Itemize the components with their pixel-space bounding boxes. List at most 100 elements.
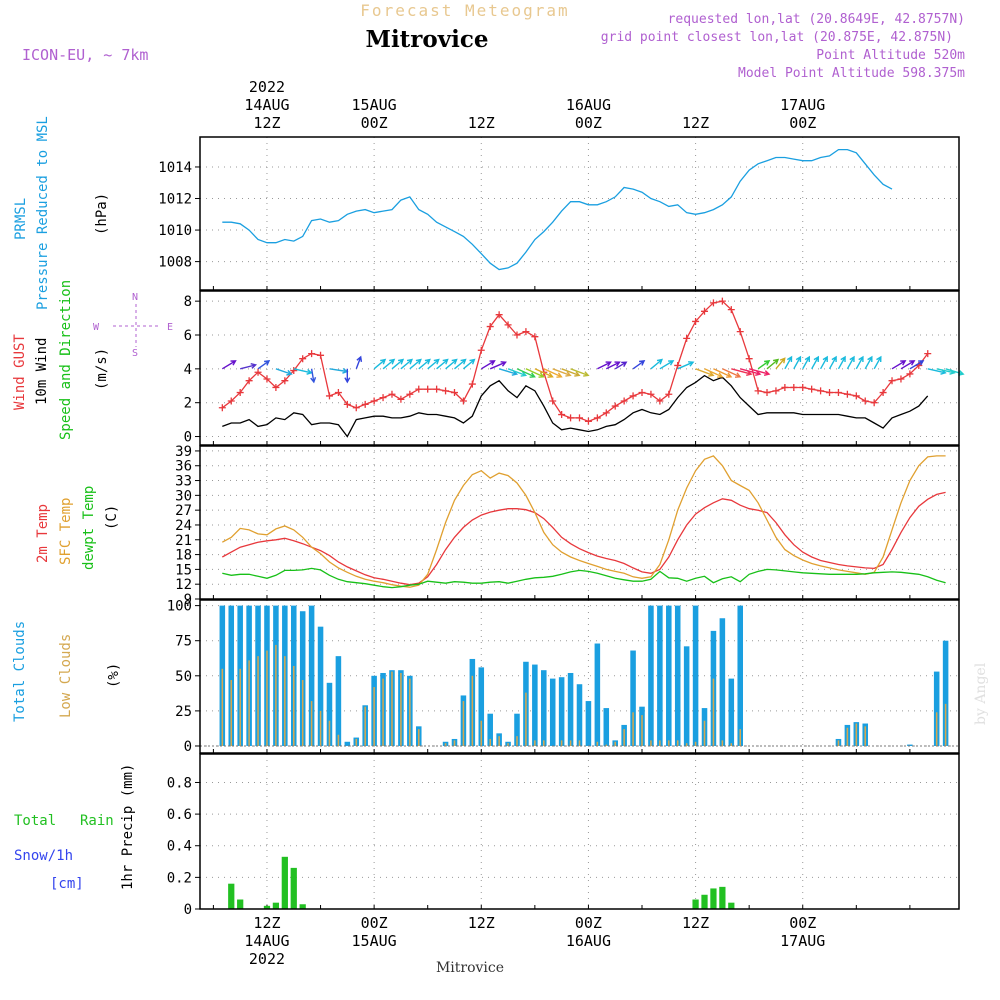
low-cloud-bar (373, 687, 375, 746)
low-cloud-bar (739, 729, 741, 746)
gust-marker (870, 399, 878, 407)
wind-direction-arrow (525, 368, 545, 378)
gust-marker (772, 387, 780, 395)
gust-marker (299, 355, 307, 363)
total-cloud-bar (567, 672, 574, 746)
wind-direction-arrow (561, 368, 581, 377)
gust-marker (701, 307, 709, 315)
panels: 1008101010121014024689121518212427303336… (158, 136, 965, 918)
gust-marker (504, 321, 512, 329)
gust-marker (888, 377, 896, 385)
wind-plot-area (200, 291, 959, 445)
total-cloud-bar (942, 640, 949, 746)
wind-direction-arrow (749, 368, 771, 376)
gust-marker (317, 351, 325, 359)
gust-marker (442, 387, 450, 395)
compass-n: N (132, 292, 138, 303)
total-cloud-bar (907, 744, 913, 746)
wind-direction-arrow (400, 358, 414, 370)
location-title: Mitrovice (365, 26, 488, 53)
wind-direction-arrow (257, 360, 271, 370)
low-cloud-bar (319, 710, 322, 746)
wind-direction-arrow (597, 361, 612, 370)
compass-w: W (93, 322, 100, 333)
rain-bar (701, 894, 708, 909)
wind-direction-arrow (811, 355, 820, 370)
wind-direction-arrow (828, 355, 837, 370)
pressure-label-1: PRMSL (13, 198, 29, 240)
gust-marker (486, 323, 494, 331)
low-cloud-bar (596, 741, 599, 746)
total-cloud-bar (326, 682, 333, 746)
gust-marker (834, 389, 842, 397)
gust-marker (370, 397, 378, 405)
footer-location: Mitrovice (436, 960, 504, 976)
time-axis-date: 15AUG (352, 932, 397, 950)
precip-panel-labels: Total Rain Snow/1h [cm] 1hr Precip (mm) (14, 764, 136, 892)
low-cloud-bar (846, 727, 849, 746)
rain-bar (281, 856, 288, 909)
temperature-plot-area (200, 446, 959, 599)
temp-label-2: SFC Temp (58, 498, 74, 565)
wind-direction-arrow (570, 368, 590, 377)
time-axis-date: 15AUG (352, 96, 397, 114)
wind-direction-arrow (909, 360, 925, 370)
total-cloud-bar (514, 713, 520, 746)
gust-marker (593, 414, 601, 422)
time-axis-date: 16AUG (566, 96, 611, 114)
low-cloud-bar (391, 671, 393, 746)
low-cloud-bar (489, 738, 491, 746)
low-cloud-bar (623, 729, 625, 746)
low-cloud-bar (855, 723, 858, 746)
wind-direction-arrow (418, 358, 431, 370)
low-cloud-bar (409, 678, 411, 746)
pressure-series-line (222, 148, 893, 271)
pressure-plot-area (200, 137, 959, 290)
gust-marker (754, 387, 762, 395)
precip-unit: 1hr Precip (mm) (120, 764, 136, 890)
gust-marker (584, 417, 592, 425)
low-cloud-bar (400, 672, 402, 746)
total-cloud-bar (532, 664, 538, 746)
gust-marker (236, 389, 244, 397)
rain-bar (299, 904, 306, 909)
clouds-label-1: Total Clouds (12, 621, 28, 722)
precip-panel: 0 0.2 0.4 0.6 0.8 (167, 753, 960, 918)
low-cloud-bar (257, 656, 259, 746)
low-cloud-bar (694, 741, 697, 746)
low-cloud-bar (935, 712, 938, 746)
time-axis-label: 12Z (682, 114, 709, 132)
model-label: ICON-EU, ~ 7km (22, 46, 148, 64)
low-cloud-bar (837, 740, 840, 746)
gust-marker (424, 385, 432, 393)
low-cloud-bar (301, 680, 304, 746)
wind-series-line (222, 374, 929, 438)
pressure-frame (199, 136, 960, 291)
wind-direction-arrow (855, 355, 864, 370)
gust-marker (799, 383, 807, 391)
low-cloud-bar (284, 656, 286, 746)
low-cloud-bar (275, 644, 277, 746)
time-axis-label: 12Z (468, 914, 495, 932)
wind-direction-arrow (837, 355, 846, 370)
compass-s: S (132, 348, 138, 359)
wind-direction-arrow (240, 363, 258, 370)
temperature-ytick-label: 27 (175, 503, 192, 519)
gust-marker (567, 414, 575, 422)
low-cloud-bar (310, 701, 313, 746)
gust-marker (218, 404, 226, 412)
wind-direction-arrow (757, 360, 771, 370)
low-cloud-bar (507, 743, 509, 746)
low-cloud-bar (578, 740, 581, 746)
total-cloud-bar (576, 684, 583, 746)
gust-marker (290, 367, 298, 375)
low-cloud-bar (641, 715, 643, 746)
temperature-series-line (222, 567, 946, 589)
total-cloud-bar (674, 605, 681, 746)
gust-marker (790, 383, 798, 391)
gust-marker (736, 328, 744, 336)
wind-direction-arrow (784, 355, 793, 370)
wind-direction-arrow (310, 368, 317, 384)
gust-marker (709, 299, 717, 307)
